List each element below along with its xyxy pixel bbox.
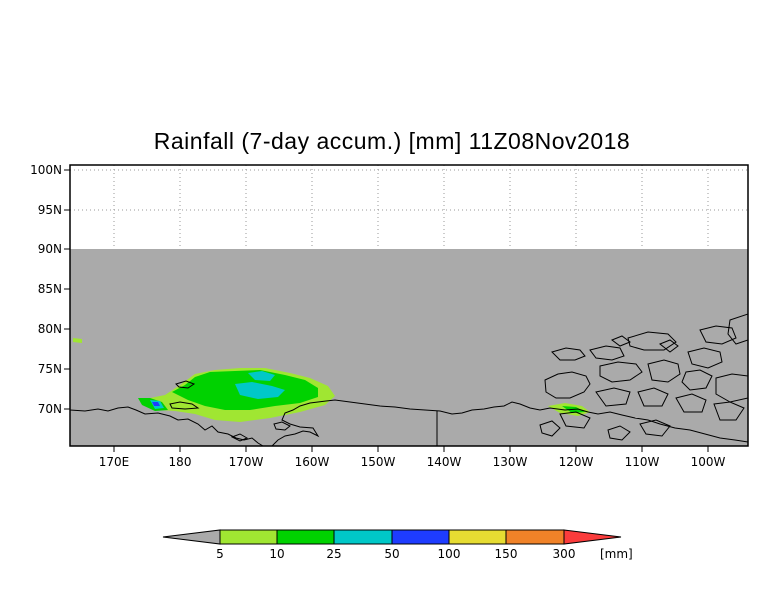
colorbar-label: 10 bbox=[269, 547, 284, 561]
lat-label: 90N bbox=[38, 242, 62, 256]
colorbar-segment-25-50 bbox=[333, 529, 393, 545]
lon-label: 140W bbox=[427, 455, 462, 469]
colorbar-label: 300 bbox=[553, 547, 576, 561]
map-frame bbox=[69, 164, 749, 447]
lon-label: 170W bbox=[229, 455, 264, 469]
lon-label: 160W bbox=[295, 455, 330, 469]
colorbar-segment-150-300 bbox=[505, 529, 565, 545]
colorbar-label: 100 bbox=[438, 547, 461, 561]
colorbar-segment-100-150 bbox=[448, 529, 507, 545]
colorbar-segment-lt5 bbox=[162, 529, 221, 545]
lat-label: 100N bbox=[30, 163, 62, 177]
lon-label: 170E bbox=[99, 455, 130, 469]
colorbar-label: 50 bbox=[384, 547, 399, 561]
colorbar-label: 25 bbox=[326, 547, 341, 561]
lat-label: 75N bbox=[38, 362, 62, 376]
lat-label: 80N bbox=[38, 322, 62, 336]
lat-label: 95N bbox=[38, 203, 62, 217]
lat-label: 70N bbox=[38, 402, 62, 416]
grid-lines bbox=[70, 165, 748, 249]
lon-label: 150W bbox=[361, 455, 396, 469]
colorbar-segment-gt300 bbox=[563, 529, 622, 545]
rain-25-50-area bbox=[150, 371, 285, 409]
map-title: Rainfall (7-day accum.) [mm] 11Z08Nov201… bbox=[153, 128, 631, 154]
lon-label: 110W bbox=[625, 455, 660, 469]
colorbar-segment-5-10 bbox=[219, 529, 278, 545]
lat-axis bbox=[64, 169, 70, 410]
rain-50-100-area bbox=[152, 402, 160, 406]
lon-label: 180 bbox=[169, 455, 192, 469]
lon-label: 100W bbox=[691, 455, 726, 469]
lat-label: 85N bbox=[38, 282, 62, 296]
colorbar-label: 150 bbox=[495, 547, 518, 561]
lon-axis bbox=[113, 446, 709, 452]
lon-label: 120W bbox=[559, 455, 594, 469]
colorbar-label: 5 bbox=[216, 547, 224, 561]
colorbar-unit: [mm] bbox=[600, 547, 633, 561]
colorbar-segment-10-25 bbox=[276, 529, 335, 545]
coastlines bbox=[70, 313, 748, 446]
lon-label: 130W bbox=[493, 455, 528, 469]
colorbar-segment-50-100 bbox=[391, 529, 450, 545]
colorbar bbox=[162, 529, 622, 545]
